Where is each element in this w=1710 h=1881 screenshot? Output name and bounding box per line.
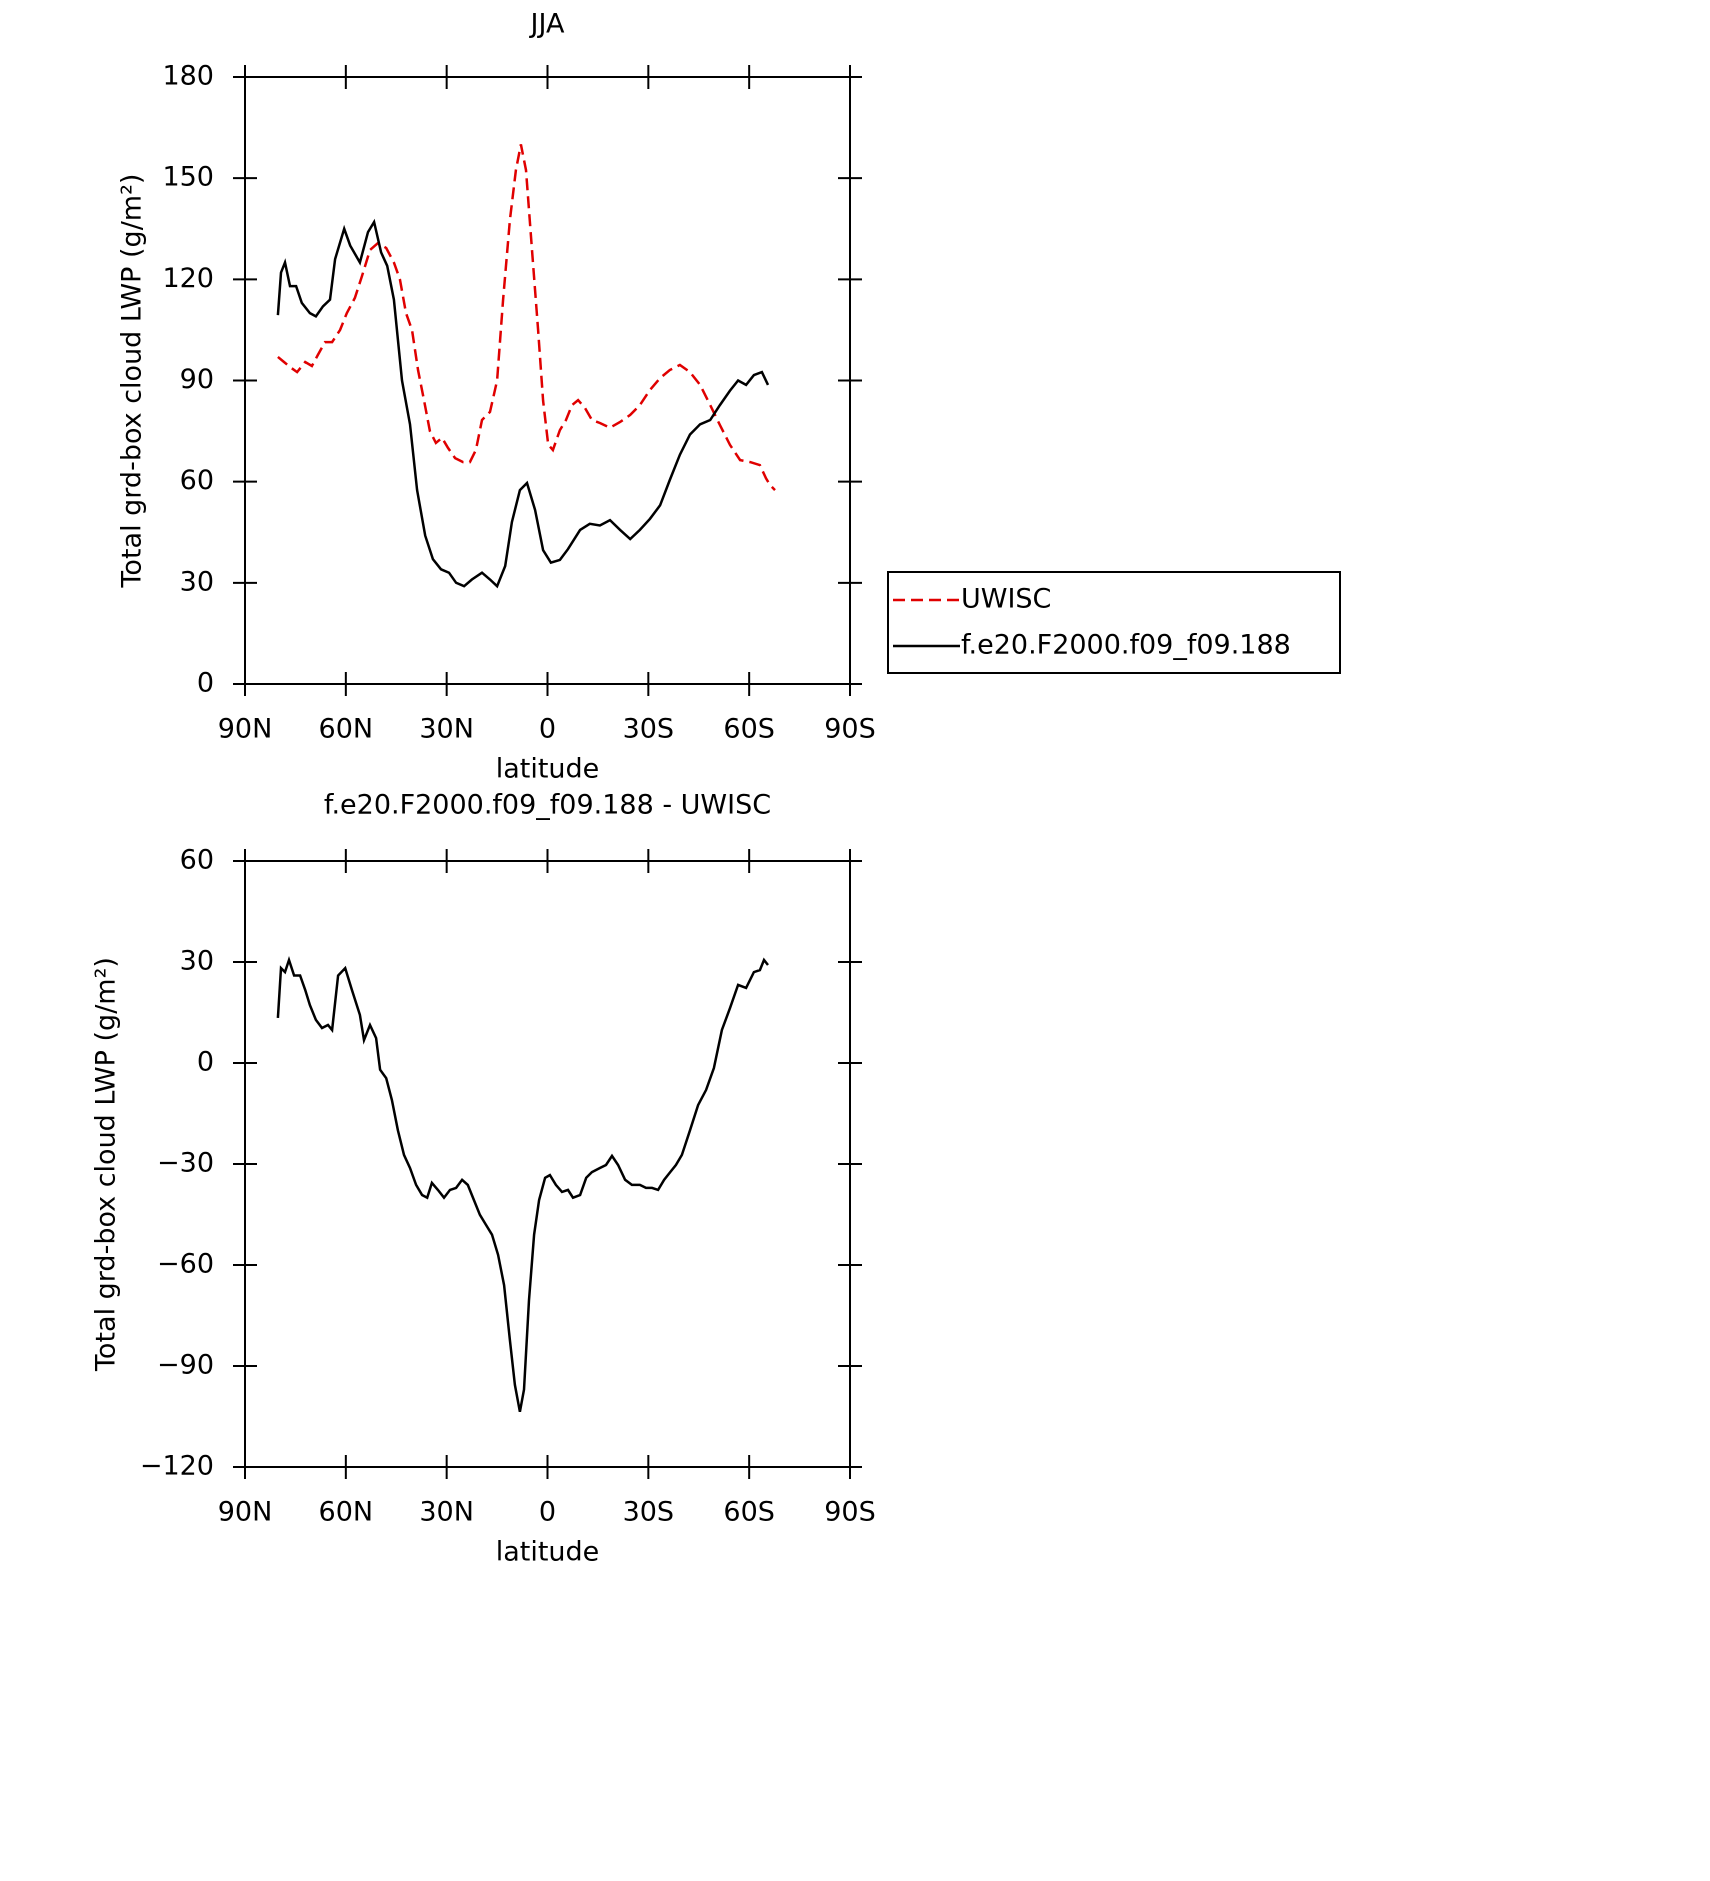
legend-label: UWISC	[961, 584, 1051, 615]
chart-title: JJA	[529, 9, 565, 40]
legend-label: f.e20.F2000.f09_f09.188	[961, 630, 1291, 661]
x-tick-label: 30S	[623, 714, 675, 745]
y-tick-label: 180	[162, 61, 214, 92]
y-tick-label: 0	[197, 668, 214, 699]
series-line	[276, 218, 770, 589]
plot-frame	[244, 860, 851, 1468]
x-tick-label: 90S	[824, 1497, 876, 1528]
y-tick-label: 0	[197, 1047, 214, 1078]
x-tick-label: 30S	[623, 1497, 675, 1528]
legend-box	[887, 571, 1341, 674]
y-axis-label: Total grd-box cloud LWP (g/m²)	[117, 174, 148, 589]
series-line	[276, 956, 769, 1413]
x-tick-label: 30N	[419, 1497, 474, 1528]
y-axis-label: Total grd-box cloud LWP (g/m²)	[91, 957, 122, 1372]
y-tick-label: 30	[180, 566, 214, 597]
x-axis-label: latitude	[496, 754, 600, 785]
x-tick-label: 60S	[723, 714, 775, 745]
x-tick-label: 60N	[319, 1497, 374, 1528]
y-tick-label: 60	[180, 465, 214, 496]
x-tick-label: 30N	[419, 714, 474, 745]
chart-title: f.e20.F2000.f09_f09.188 - UWISC	[324, 790, 771, 821]
y-tick-label: −90	[157, 1350, 214, 1381]
x-axis-label: latitude	[496, 1537, 600, 1568]
x-tick-label: 0	[539, 1497, 556, 1528]
y-tick-label: 150	[162, 162, 214, 193]
x-tick-label: 60N	[319, 714, 374, 745]
x-tick-label: 90N	[218, 714, 273, 745]
y-tick-label: −120	[140, 1451, 214, 1482]
y-tick-label: 60	[180, 845, 214, 876]
series-line	[277, 144, 776, 491]
y-tick-label: −60	[157, 1249, 214, 1280]
plot-frame	[244, 76, 851, 685]
y-tick-label: 30	[180, 946, 214, 977]
x-tick-label: 90N	[218, 1497, 273, 1528]
y-tick-label: −30	[157, 1148, 214, 1179]
x-tick-label: 0	[539, 714, 556, 745]
x-tick-label: 60S	[723, 1497, 775, 1528]
y-tick-label: 120	[162, 263, 214, 294]
y-tick-label: 90	[180, 364, 214, 395]
x-tick-label: 90S	[824, 714, 876, 745]
